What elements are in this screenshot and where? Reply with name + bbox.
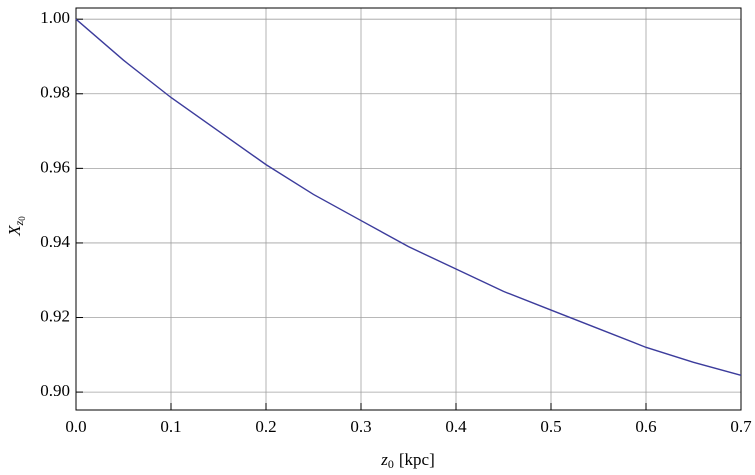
y-tick-label: 0.94 (40, 232, 70, 251)
y-tick-label: 0.92 (40, 306, 70, 325)
y-tick-label: 0.90 (40, 381, 70, 400)
y-tick-label: 0.96 (40, 157, 70, 176)
x-tick-label: 0.4 (445, 417, 467, 436)
y-label-subscript: z (12, 220, 26, 226)
y-tick-label: 0.98 (40, 83, 70, 102)
x-tick-label: 0.7 (730, 417, 752, 436)
y-label-symbol: X (5, 225, 24, 237)
x-axis-label: z0 [kpc] (380, 450, 435, 471)
y-axis-label: Xz0 (5, 216, 27, 237)
line-series (75, 18, 742, 376)
x-label-symbol: z (380, 450, 388, 469)
x-tick-label: 0.2 (255, 417, 276, 436)
x-label-unit: [kpc] (399, 450, 435, 469)
plot-frame (75, 7, 742, 411)
x-tick-label: 0.3 (350, 417, 371, 436)
x-tick-label: 0.6 (635, 417, 656, 436)
grid (75, 8, 742, 410)
x-tick-label: 0.5 (540, 417, 561, 436)
x-tick-label: 0.1 (160, 417, 181, 436)
x-label-subscript: 0 (388, 457, 394, 471)
y-label-subsubscript: 0 (17, 216, 27, 221)
y-tick-label: 1.00 (40, 8, 70, 27)
x-tick-label: 0.0 (65, 417, 86, 436)
